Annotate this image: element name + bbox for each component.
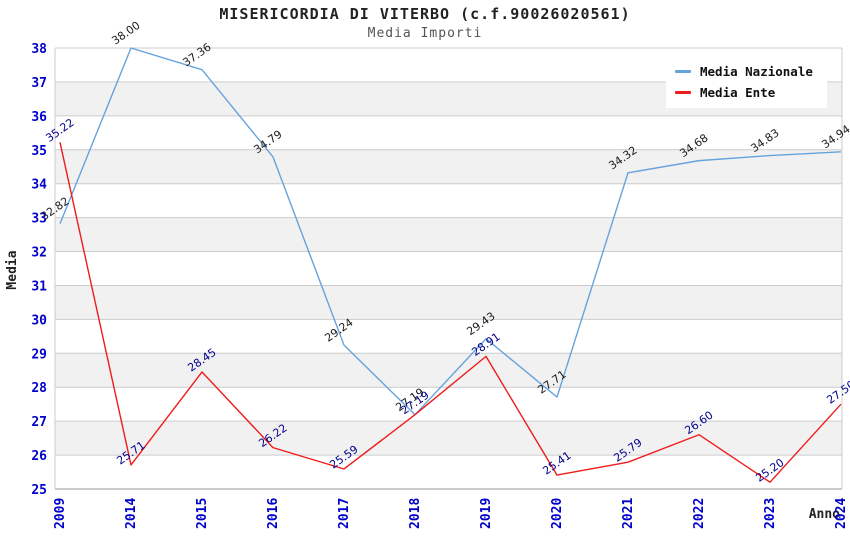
data-label-nazionale: 34.94 [819, 123, 850, 152]
y-tick-label: 31 [31, 279, 47, 294]
y-tick-label: 30 [31, 313, 47, 328]
y-tick-label: 29 [31, 347, 47, 362]
y-tick-label: 37 [31, 76, 47, 91]
legend-label-ente: Media Ente [700, 85, 776, 100]
y-tick-label: 28 [31, 381, 47, 396]
y-tick-label: 38 [31, 42, 47, 57]
chart-legend: Media Nazionale Media Ente [666, 58, 827, 108]
chart-subtitle: Media Importi [367, 26, 483, 41]
grid-band [55, 217, 842, 252]
grid-band [55, 421, 842, 456]
chart-header: MISERICORDIA DI VITERBO (c.f.90026020561… [0, 5, 850, 41]
data-label-nazionale: 29.24 [322, 316, 355, 345]
x-tick-label: 2018 [408, 498, 423, 529]
x-tick-label: 2021 [621, 498, 636, 529]
y-tick-label: 36 [31, 110, 47, 125]
grid-band [55, 149, 842, 184]
chart-title: MISERICORDIA DI VITERBO (c.f.90026020561… [219, 5, 631, 23]
x-tick-label: 2015 [195, 498, 210, 529]
grid-band [55, 285, 842, 320]
x-tick-label: 2020 [550, 498, 565, 529]
y-tick-label: 33 [31, 212, 47, 227]
y-axis-title: Media [5, 250, 20, 289]
y-tick-label: 32 [31, 246, 47, 261]
y-tick-label: 35 [31, 144, 47, 159]
legend-item-media-ente[interactable]: Media Ente [675, 85, 813, 100]
x-tick-label: 2023 [763, 498, 778, 529]
legend-swatch-ente-icon [675, 91, 691, 94]
x-tick-label: 2017 [337, 498, 352, 529]
y-tick-label: 27 [31, 415, 47, 430]
y-tick-label: 26 [31, 449, 47, 464]
x-tick-label: 2024 [834, 498, 849, 529]
data-label-ente: 35.22 [43, 116, 76, 145]
x-tick-label: 2009 [53, 498, 68, 529]
data-label-nazionale: 37.36 [180, 40, 213, 69]
data-label-nazionale: 38.00 [109, 19, 142, 48]
y-tick-label: 25 [31, 483, 47, 498]
x-tick-label: 2022 [692, 498, 707, 529]
series-line-nazionale[interactable] [59, 47, 842, 416]
x-tick-label: 2016 [266, 498, 281, 529]
grid-band [55, 353, 842, 388]
y-tick-label: 34 [31, 178, 47, 193]
legend-item-media-nazionale[interactable]: Media Nazionale [675, 64, 813, 79]
x-tick-label: 2019 [479, 498, 494, 529]
x-tick-label: 2014 [124, 498, 139, 529]
legend-label-nazionale: Media Nazionale [700, 64, 813, 79]
x-axis-title: Anno [809, 507, 840, 522]
series-line-ente[interactable] [59, 142, 842, 483]
legend-swatch-nazionale-icon [675, 70, 691, 73]
